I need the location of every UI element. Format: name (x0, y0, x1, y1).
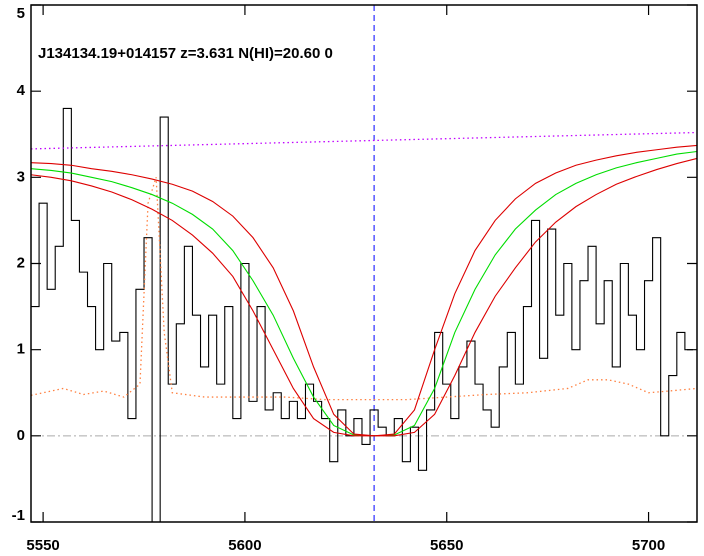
y-tick-label: 3 (17, 168, 25, 185)
chart-title: J134134.19+014157 z=3.631 N(HI)=20.60 0 (38, 45, 333, 62)
plot-area (31, 5, 697, 522)
y-tick-label: 0 (17, 427, 25, 444)
y-tick-label: -1 (12, 507, 25, 524)
spectrum-line (31, 177, 697, 401)
spectrum-line (31, 107, 693, 522)
x-tick-label: 5650 (430, 537, 463, 554)
spectrum-line (31, 131, 697, 150)
y-tick-label: 2 (17, 254, 25, 271)
y-tick-label: 4 (17, 82, 26, 99)
spectrum-line (31, 144, 697, 437)
x-tick-label: 5600 (228, 537, 261, 554)
x-tick-label: 5550 (26, 537, 59, 554)
y-tick-label: 5 (17, 5, 25, 22)
spectrum-line (31, 157, 697, 437)
y-tick-label: 1 (17, 341, 25, 358)
x-tick-label: 5700 (632, 537, 665, 554)
